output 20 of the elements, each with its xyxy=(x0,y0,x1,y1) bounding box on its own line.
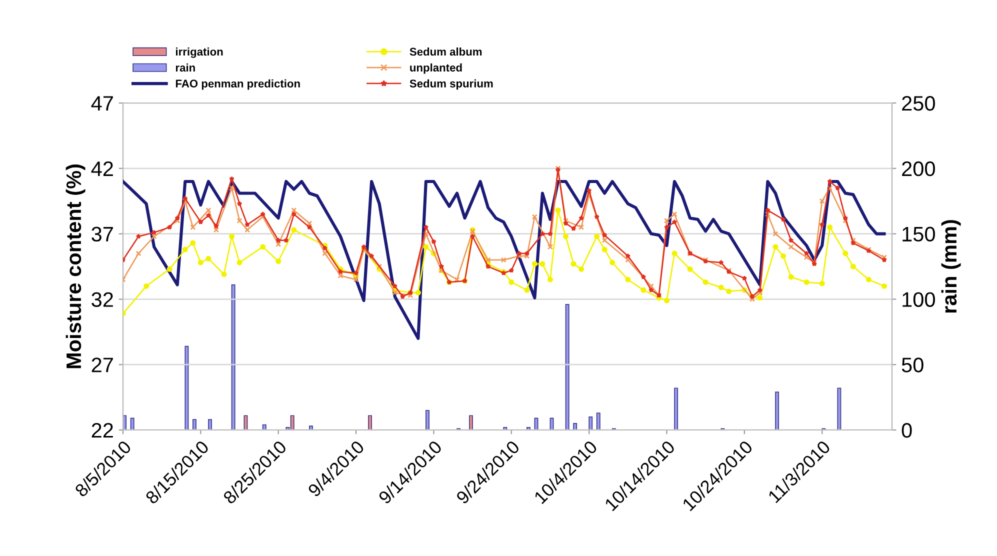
y2-axis-title: rain (mm) xyxy=(941,220,961,313)
y-tick-label: 22 xyxy=(92,423,113,438)
y-tick-label: 42 xyxy=(91,161,113,176)
y2-tick-label: 100 xyxy=(902,292,935,307)
legend-label: unplanted xyxy=(410,63,462,74)
y-tick-label: 47 xyxy=(91,96,113,111)
legend-label: FAO penman prediction xyxy=(176,79,300,90)
y-tick-label: 32 xyxy=(92,292,113,307)
y2-tick-label: 0 xyxy=(902,423,912,438)
y2-tick-label: 150 xyxy=(902,226,935,242)
y2-tick-label: 250 xyxy=(902,96,935,111)
y-axis-title: Moisture content (%) xyxy=(66,164,86,368)
legend-label: rain xyxy=(176,63,195,72)
legend-label: Sedum spurium xyxy=(410,79,493,90)
y2-tick-label: 200 xyxy=(902,161,935,176)
y-tick-label: 27 xyxy=(92,358,113,372)
legend-label: Sedum album xyxy=(410,47,482,56)
y2-tick-label: 50 xyxy=(902,358,924,372)
legend-label: irrigation xyxy=(176,47,223,58)
y-tick-label: 37 xyxy=(92,226,113,242)
